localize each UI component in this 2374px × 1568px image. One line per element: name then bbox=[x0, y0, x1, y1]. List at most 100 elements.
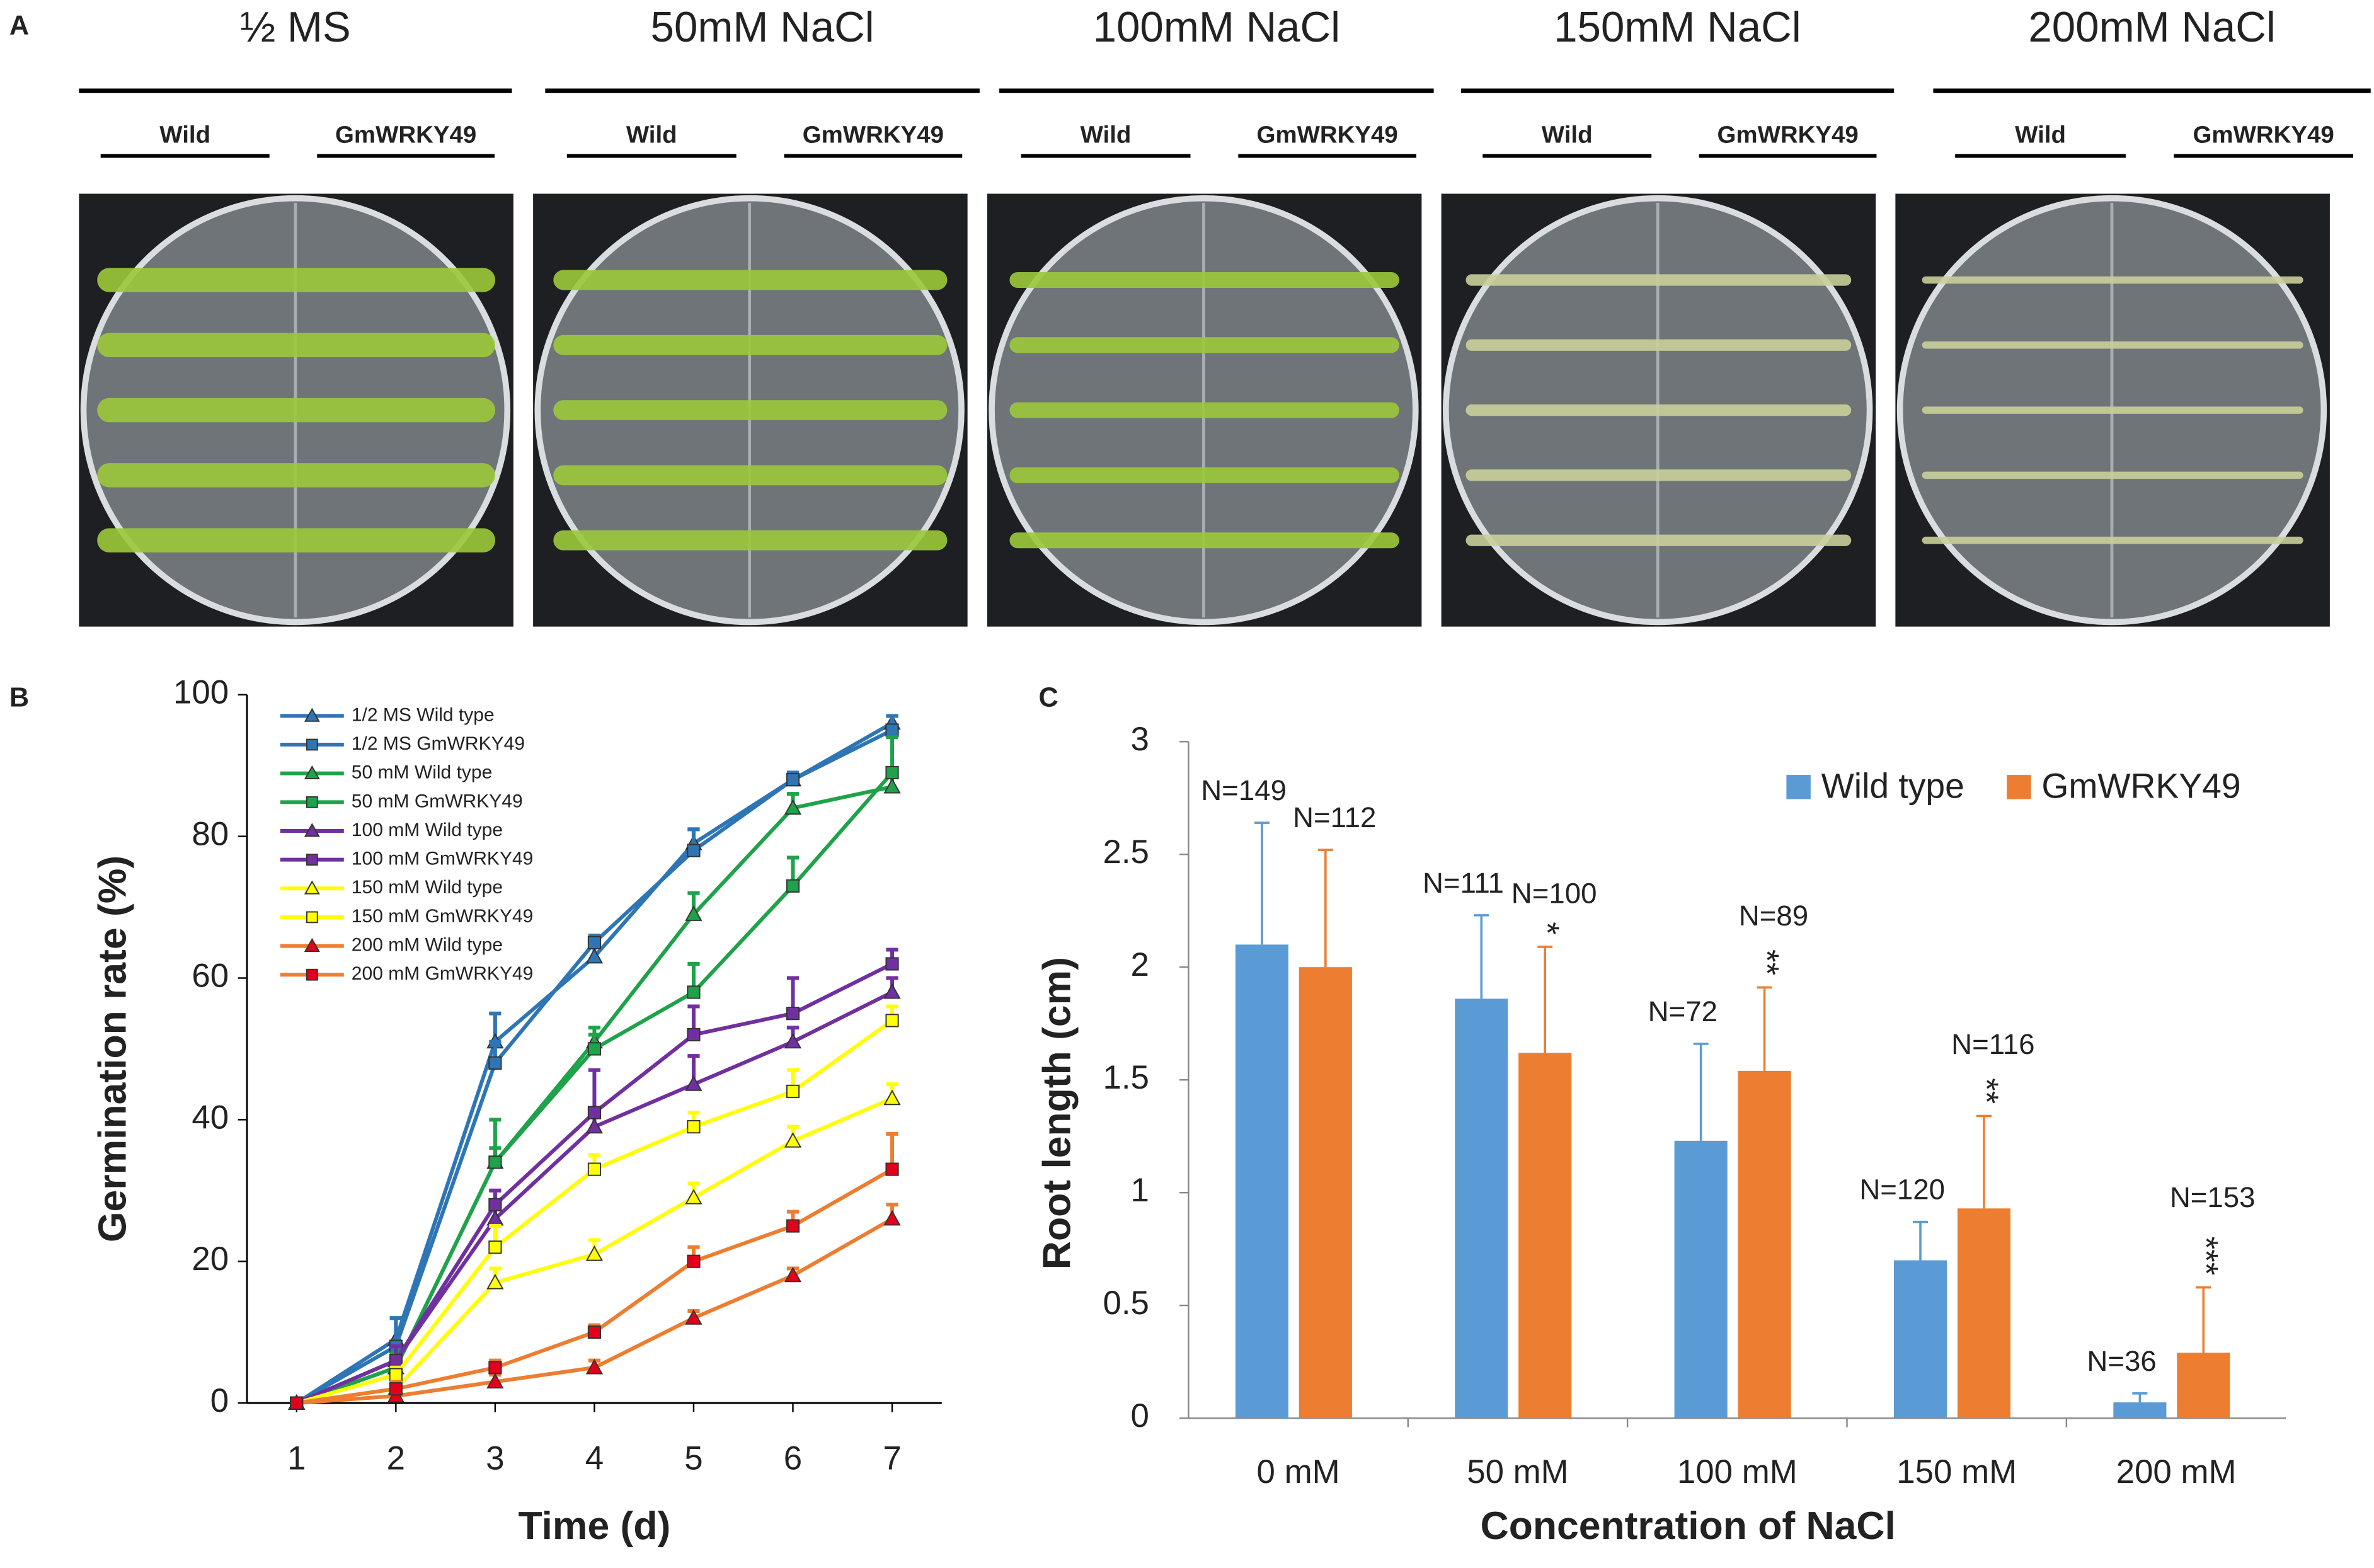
error-bar bbox=[1913, 1220, 1929, 1261]
marker bbox=[885, 723, 899, 737]
marker bbox=[587, 1162, 601, 1176]
significance: * bbox=[1528, 922, 1566, 935]
y-tick-label: 0 bbox=[1131, 1397, 1149, 1434]
y-tick-label: 2.5 bbox=[1103, 833, 1149, 871]
error-bar bbox=[1757, 986, 1772, 1071]
y-tick-label: 1.5 bbox=[1103, 1059, 1149, 1096]
marker bbox=[304, 765, 320, 780]
y-tick-label: 60 bbox=[192, 957, 229, 994]
marker bbox=[290, 1396, 304, 1410]
genotype-label: GmWRKY49 bbox=[803, 121, 944, 148]
legend-swatch bbox=[1786, 775, 1811, 799]
error-bar bbox=[1317, 849, 1333, 968]
genotype-label: GmWRKY49 bbox=[2193, 121, 2334, 148]
bar bbox=[1518, 1053, 1572, 1419]
marker bbox=[306, 854, 318, 866]
marker bbox=[585, 1358, 604, 1375]
marker bbox=[786, 1007, 800, 1021]
genotype-label: Wild bbox=[2015, 121, 2066, 148]
bar bbox=[2177, 1353, 2230, 1419]
panel-label: C bbox=[1039, 682, 1058, 712]
x-tick-label: 2 bbox=[387, 1439, 405, 1477]
legend-label: 1/2 MS GmWRKY49 bbox=[352, 733, 525, 754]
x-tick-label: 50 mM bbox=[1467, 1453, 1569, 1491]
x-tick-label: 7 bbox=[883, 1439, 901, 1477]
marker bbox=[784, 799, 802, 815]
marker bbox=[488, 1155, 502, 1169]
marker bbox=[585, 1118, 604, 1134]
legend-label: Wild type bbox=[1821, 766, 1964, 805]
n-label: N=116 bbox=[1951, 1028, 2034, 1060]
y-tick-label: 40 bbox=[192, 1099, 229, 1136]
error-bar bbox=[2132, 1392, 2148, 1403]
marker bbox=[685, 1075, 702, 1091]
marker bbox=[883, 777, 901, 794]
x-axis-label: Concentration of NaCl bbox=[1481, 1504, 1896, 1548]
y-tick-label: 100 bbox=[173, 674, 229, 711]
y-tick-label: 20 bbox=[192, 1240, 229, 1278]
n-label: N=120 bbox=[1859, 1174, 1945, 1206]
marker bbox=[587, 1325, 601, 1339]
marker bbox=[687, 1027, 701, 1042]
marker bbox=[784, 1132, 802, 1148]
y-axis-label: Germination rate (%) bbox=[91, 856, 135, 1242]
panel-a: ½ MS Wild GmWRKY49 50mM NaCl Wild GmWRKY49 100… bbox=[79, 4, 2371, 627]
y-tick-label: 3 bbox=[1131, 721, 1149, 758]
legend-label: 150 mM Wild type bbox=[352, 877, 503, 898]
n-label: N=72 bbox=[1648, 995, 1717, 1027]
marker bbox=[304, 937, 320, 952]
marker bbox=[885, 1014, 899, 1027]
marker bbox=[885, 765, 899, 780]
condition-label: 100mM NaCl bbox=[1093, 4, 1341, 51]
x-tick-label: 3 bbox=[486, 1439, 504, 1477]
bar bbox=[1455, 999, 1508, 1419]
marker bbox=[389, 1382, 403, 1396]
bar bbox=[1299, 967, 1352, 1419]
error-bar bbox=[1976, 1114, 1992, 1209]
marker bbox=[486, 1273, 504, 1290]
x-tick-label: 1 bbox=[287, 1439, 306, 1477]
genotype-label: Wild bbox=[1081, 121, 1132, 148]
genotype-label: Wild bbox=[626, 121, 677, 148]
condition-label: 150mM NaCl bbox=[1554, 4, 1801, 51]
x-tick-label: 0 mM bbox=[1257, 1453, 1340, 1491]
legend-label: 100 mM GmWRKY49 bbox=[352, 849, 534, 869]
marker bbox=[784, 1266, 802, 1283]
marker bbox=[389, 1368, 403, 1382]
y-tick-label: 80 bbox=[192, 816, 229, 853]
condition-label: 50mM NaCl bbox=[651, 4, 874, 51]
bar bbox=[1893, 1260, 1947, 1419]
bar bbox=[1674, 1140, 1728, 1419]
legend-label: 200 mM Wild type bbox=[352, 935, 503, 956]
genotype-label: Wild bbox=[1542, 121, 1593, 148]
x-tick-label: 150 mM bbox=[1896, 1453, 2017, 1491]
n-label: N=153 bbox=[2170, 1181, 2256, 1213]
marker bbox=[786, 1219, 800, 1233]
genotype-label: Wild bbox=[159, 121, 210, 148]
genotype-label: GmWRKY49 bbox=[335, 121, 476, 148]
marker bbox=[488, 1198, 502, 1211]
marker bbox=[585, 947, 604, 964]
marker bbox=[786, 773, 800, 787]
genotype-label: GmWRKY49 bbox=[1717, 121, 1858, 148]
bar bbox=[1235, 944, 1288, 1419]
significance: ** bbox=[1968, 1078, 2005, 1104]
marker bbox=[389, 1354, 403, 1368]
marker bbox=[786, 879, 800, 893]
x-axis-label: Time (d) bbox=[519, 1504, 671, 1548]
marker bbox=[786, 1084, 800, 1098]
marker bbox=[784, 1033, 802, 1049]
x-tick-label: 5 bbox=[684, 1439, 702, 1477]
legend-label: 100 mM Wild type bbox=[352, 820, 503, 840]
legend-label: 1/2 MS Wild type bbox=[352, 704, 495, 725]
legend-swatch bbox=[2007, 775, 2031, 799]
marker bbox=[306, 796, 318, 808]
y-axis-label: Root length (cm) bbox=[1035, 957, 1079, 1269]
y-tick-label: 0.5 bbox=[1103, 1285, 1149, 1322]
marker bbox=[885, 1162, 899, 1176]
n-label: N=112 bbox=[1293, 801, 1376, 833]
condition-label: 200mM NaCl bbox=[2028, 4, 2276, 51]
n-label: N=89 bbox=[1739, 900, 1808, 932]
marker bbox=[883, 983, 901, 999]
